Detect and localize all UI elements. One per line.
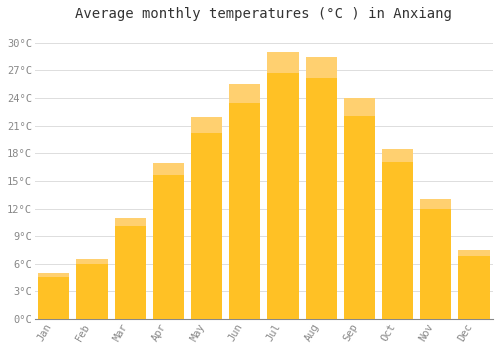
Bar (229, 84, 260, 319)
Bar (38, 273, 70, 277)
Bar (268, 52, 298, 74)
Bar (306, 57, 337, 78)
Bar (306, 57, 337, 319)
Bar (229, 84, 260, 103)
Title: Average monthly temperatures (°C ) in Anxiang: Average monthly temperatures (°C ) in An… (76, 7, 452, 21)
Bar (420, 199, 452, 319)
Bar (152, 162, 184, 175)
Bar (114, 218, 146, 319)
Bar (152, 162, 184, 319)
Bar (191, 117, 222, 133)
Bar (344, 98, 375, 319)
Bar (268, 52, 298, 319)
Bar (76, 259, 108, 264)
Bar (344, 98, 375, 116)
Bar (38, 273, 70, 319)
Bar (382, 149, 413, 319)
Bar (458, 250, 490, 319)
Bar (458, 250, 490, 255)
Bar (382, 149, 413, 162)
Bar (76, 259, 108, 319)
Bar (420, 199, 452, 209)
Bar (114, 218, 146, 226)
Bar (191, 117, 222, 319)
